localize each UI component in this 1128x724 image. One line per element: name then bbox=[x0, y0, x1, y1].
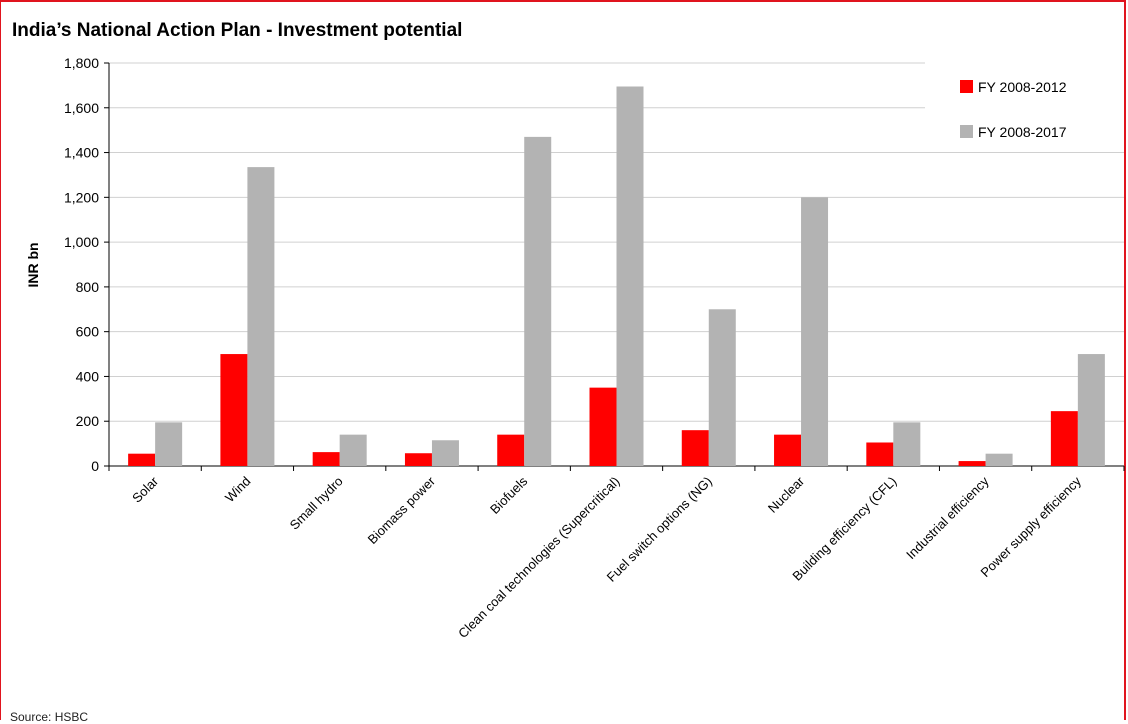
legend-swatch bbox=[960, 80, 973, 93]
legend-label: FY 2008-2017 bbox=[978, 124, 1067, 140]
bar-fy-2008-2012 bbox=[774, 434, 802, 466]
y-tick-label: 1,200 bbox=[64, 189, 99, 205]
y-tick-label: 200 bbox=[76, 413, 100, 429]
bar-fy-2008-2017 bbox=[985, 453, 1013, 466]
bar-fy-2008-2017 bbox=[893, 422, 921, 466]
y-tick-label: 0 bbox=[91, 458, 99, 474]
bar-fy-2008-2017 bbox=[708, 309, 736, 466]
x-tick-label: Clean coal technologies (Supercritical) bbox=[455, 474, 622, 641]
bar-fy-2008-2017 bbox=[431, 440, 459, 466]
x-tick-label: Power supply efficiency bbox=[977, 473, 1084, 580]
y-tick-label: 800 bbox=[76, 279, 100, 295]
bar-fy-2008-2017 bbox=[247, 167, 275, 466]
bar-fy-2008-2012 bbox=[958, 461, 986, 466]
y-axis-label: INR bn bbox=[25, 242, 41, 287]
bar-fy-2008-2017 bbox=[339, 434, 367, 466]
x-tick-labels: Solar Wind Small hydro Biomass power Biofuel… bbox=[129, 473, 1084, 641]
x-tick-label: Solar bbox=[129, 473, 162, 506]
y-tick-labels: 0 200 400 600 800 1,000 1,200 1,400 1,600 1,800 bbox=[64, 55, 99, 474]
x-tick-label: Fuel switch options (NG) bbox=[604, 474, 715, 585]
x-tick-label: Wind bbox=[222, 474, 254, 506]
y-tick-label: 400 bbox=[76, 368, 100, 384]
bar-fy-2008-2012 bbox=[681, 430, 709, 466]
x-tick-label: Industrial efficiency bbox=[903, 473, 992, 562]
bar-fy-2008-2012 bbox=[1050, 411, 1078, 466]
x-tick-label: Building efficiency (CFL) bbox=[789, 474, 899, 584]
bar-fy-2008-2012 bbox=[589, 387, 617, 466]
bar-fy-2008-2017 bbox=[616, 86, 644, 466]
legend-label: FY 2008-2012 bbox=[978, 79, 1067, 95]
y-tick-label: 1,000 bbox=[64, 234, 99, 250]
bar-fy-2008-2017 bbox=[155, 422, 183, 466]
bar-fy-2008-2012 bbox=[497, 434, 525, 466]
bar-fy-2008-2017 bbox=[1077, 354, 1105, 466]
y-tick-label: 1,800 bbox=[64, 55, 99, 71]
bars bbox=[128, 86, 1105, 467]
y-tick-label: 1,600 bbox=[64, 100, 99, 116]
chart-title: India’s National Action Plan - Investmen… bbox=[12, 20, 463, 41]
x-tick-label: Small hydro bbox=[287, 474, 346, 533]
y-tick-label: 1,400 bbox=[64, 145, 99, 161]
x-tick-label: Nuclear bbox=[765, 473, 808, 516]
bar-fy-2008-2012 bbox=[866, 442, 894, 466]
bar-fy-2008-2012 bbox=[404, 453, 432, 466]
bar-fy-2008-2012 bbox=[220, 354, 248, 466]
bar-fy-2008-2017 bbox=[801, 197, 829, 467]
legend-swatch bbox=[960, 125, 973, 138]
source-note: Source: HSBC bbox=[10, 710, 89, 724]
bar-fy-2008-2017 bbox=[524, 136, 552, 466]
y-tick-label: 600 bbox=[76, 324, 100, 340]
x-tick-label: Biofuels bbox=[487, 473, 531, 517]
bar-fy-2008-2012 bbox=[128, 453, 156, 466]
legend: FY 2008-2012 FY 2008-2017 bbox=[960, 79, 1067, 140]
bar-fy-2008-2012 bbox=[312, 452, 340, 466]
x-tick-label: Biomass power bbox=[365, 473, 439, 547]
